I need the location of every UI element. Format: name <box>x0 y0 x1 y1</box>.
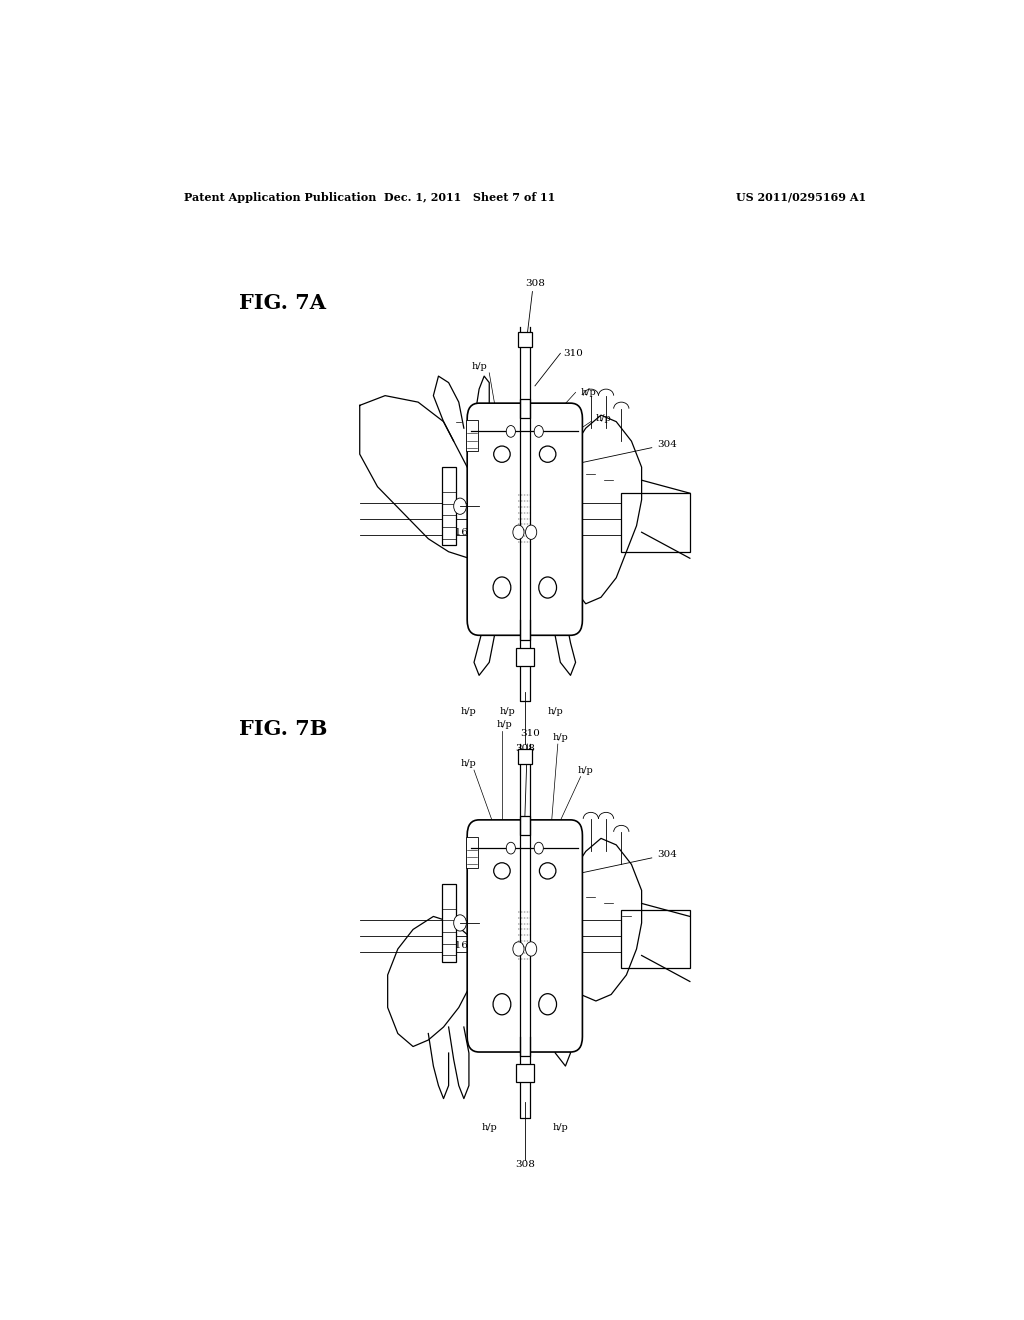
Ellipse shape <box>494 446 510 462</box>
Bar <box>466 420 478 451</box>
Bar <box>516 648 534 665</box>
Circle shape <box>454 915 466 931</box>
Circle shape <box>513 941 524 956</box>
Text: 304: 304 <box>656 850 677 859</box>
Text: 316a: 316a <box>449 528 474 537</box>
Text: h/p: h/p <box>578 766 594 775</box>
Bar <box>516 1064 534 1082</box>
Text: h/p: h/p <box>471 362 487 371</box>
Text: h/p: h/p <box>499 706 515 715</box>
Circle shape <box>513 525 524 540</box>
Ellipse shape <box>494 577 511 598</box>
Bar <box>520 399 529 640</box>
Text: h/p: h/p <box>581 388 596 397</box>
Text: Dec. 1, 2011   Sheet 7 of 11: Dec. 1, 2011 Sheet 7 of 11 <box>384 191 555 202</box>
Text: FIG. 7B: FIG. 7B <box>240 719 328 739</box>
Ellipse shape <box>540 446 556 462</box>
Text: 316a: 316a <box>449 941 474 950</box>
Text: 304: 304 <box>656 440 677 449</box>
Text: 316b: 316b <box>539 941 565 950</box>
Bar <box>518 333 531 347</box>
Text: US 2011/0295169 A1: US 2011/0295169 A1 <box>736 191 866 202</box>
Circle shape <box>525 941 537 956</box>
Bar <box>520 816 529 1056</box>
Text: 308: 308 <box>515 743 535 752</box>
FancyBboxPatch shape <box>467 820 583 1052</box>
Text: h/p: h/p <box>481 1123 497 1133</box>
Bar <box>441 467 456 545</box>
Circle shape <box>506 425 515 437</box>
Ellipse shape <box>539 994 557 1015</box>
Text: 308: 308 <box>525 280 545 288</box>
Ellipse shape <box>539 577 557 598</box>
Bar <box>622 494 690 552</box>
Text: 308: 308 <box>515 1160 535 1170</box>
Circle shape <box>535 425 544 437</box>
Bar <box>441 884 456 962</box>
Text: Patent Application Publication: Patent Application Publication <box>183 191 376 202</box>
FancyBboxPatch shape <box>467 403 583 635</box>
Bar <box>466 837 478 867</box>
Text: FIG. 7A: FIG. 7A <box>240 293 326 313</box>
Text: h/p: h/p <box>596 414 611 422</box>
Bar <box>622 909 690 969</box>
Text: h/p: h/p <box>553 733 568 742</box>
Ellipse shape <box>494 863 510 879</box>
Circle shape <box>535 842 544 854</box>
Text: 316b: 316b <box>539 528 565 537</box>
Text: 310: 310 <box>520 729 540 738</box>
Circle shape <box>454 498 466 515</box>
Text: h/p: h/p <box>461 706 477 715</box>
Bar <box>518 748 531 763</box>
Ellipse shape <box>540 863 556 879</box>
Text: h/p: h/p <box>497 719 512 729</box>
Circle shape <box>525 525 537 540</box>
Text: h/p: h/p <box>461 759 477 768</box>
Text: 310: 310 <box>563 348 583 358</box>
Circle shape <box>506 842 515 854</box>
Text: h/p: h/p <box>548 706 563 715</box>
Text: h/p: h/p <box>553 1123 568 1133</box>
Ellipse shape <box>494 994 511 1015</box>
